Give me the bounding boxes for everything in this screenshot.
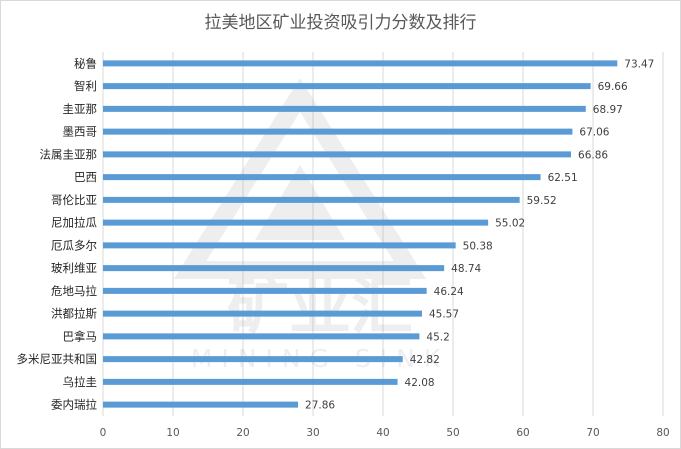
x-tick-label: 50 xyxy=(446,427,459,439)
bar xyxy=(103,333,420,340)
data-label: 62.51 xyxy=(548,172,578,184)
category-label: 委内瑞拉 xyxy=(51,398,97,412)
data-label: 55.02 xyxy=(495,218,525,230)
data-label: 68.97 xyxy=(593,104,623,116)
data-label: 59.52 xyxy=(527,195,557,207)
data-label: 69.66 xyxy=(598,81,628,93)
bars: 秘鲁 73.47 智利 69.66 圭亚那 68.97 墨西哥 67.06 法属圭亚那 66.86… xyxy=(17,56,655,411)
category-label: 巴西 xyxy=(74,170,97,184)
category-label: 巴拿马 xyxy=(63,329,98,343)
data-label: 42.82 xyxy=(410,354,440,366)
category-label: 法属圭亚那 xyxy=(40,147,98,161)
category-label: 多米尼亚共和国 xyxy=(17,352,98,366)
bar xyxy=(103,128,573,135)
x-tick-label: 20 xyxy=(236,427,249,439)
bar xyxy=(103,310,422,317)
bar xyxy=(103,378,398,385)
bar xyxy=(103,219,489,226)
category-label: 智利 xyxy=(74,79,97,93)
bar xyxy=(103,287,427,294)
data-label: 50.38 xyxy=(463,240,493,252)
category-label: 尼加拉瓜 xyxy=(51,216,97,230)
bar xyxy=(103,105,586,112)
mining-sink-watermark: 矿业汇 MINING SINK xyxy=(173,78,440,373)
data-label: 67.06 xyxy=(579,127,609,139)
bar xyxy=(103,401,299,408)
x-axis-ticks: 0 10 20 30 40 50 60 70 80 xyxy=(100,427,670,439)
bar xyxy=(103,356,403,363)
category-label: 哥伦比亚 xyxy=(51,193,97,207)
category-label: 厄瓜多尔 xyxy=(51,238,97,252)
x-tick-label: 60 xyxy=(516,427,529,439)
bar xyxy=(103,151,572,158)
data-label: 66.86 xyxy=(578,149,608,161)
x-tick-label: 0 xyxy=(100,427,107,439)
data-label: 46.24 xyxy=(434,286,464,298)
bar xyxy=(103,174,541,181)
x-tick-label: 30 xyxy=(306,427,319,439)
bar xyxy=(103,83,591,90)
category-label: 墨西哥 xyxy=(63,125,98,139)
bar xyxy=(103,60,618,67)
data-label: 45.2 xyxy=(426,331,449,343)
data-label: 45.57 xyxy=(429,309,459,321)
data-label: 48.74 xyxy=(451,263,481,275)
gridlines xyxy=(102,52,664,416)
x-tick-label: 10 xyxy=(166,427,179,439)
category-label: 圭亚那 xyxy=(63,102,98,116)
category-label: 危地马拉 xyxy=(51,284,97,298)
bar xyxy=(103,196,520,203)
category-label: 秘鲁 xyxy=(74,56,97,70)
data-label: 73.47 xyxy=(624,58,654,70)
data-label: 42.08 xyxy=(405,377,435,389)
x-tick-label: 80 xyxy=(656,427,669,439)
watermark-brand: 矿业汇 xyxy=(227,270,413,343)
category-label: 洪都拉斯 xyxy=(51,307,97,321)
category-label: 乌拉圭 xyxy=(63,375,98,389)
bar xyxy=(103,242,456,249)
chart-title: 拉美地区矿业投资吸引力分数及排行 xyxy=(204,13,477,33)
x-tick-label: 40 xyxy=(376,427,389,439)
data-label: 27.86 xyxy=(305,400,335,412)
x-tick-label: 70 xyxy=(586,427,599,439)
category-label: 玻利维亚 xyxy=(51,261,97,275)
bar xyxy=(103,265,445,272)
